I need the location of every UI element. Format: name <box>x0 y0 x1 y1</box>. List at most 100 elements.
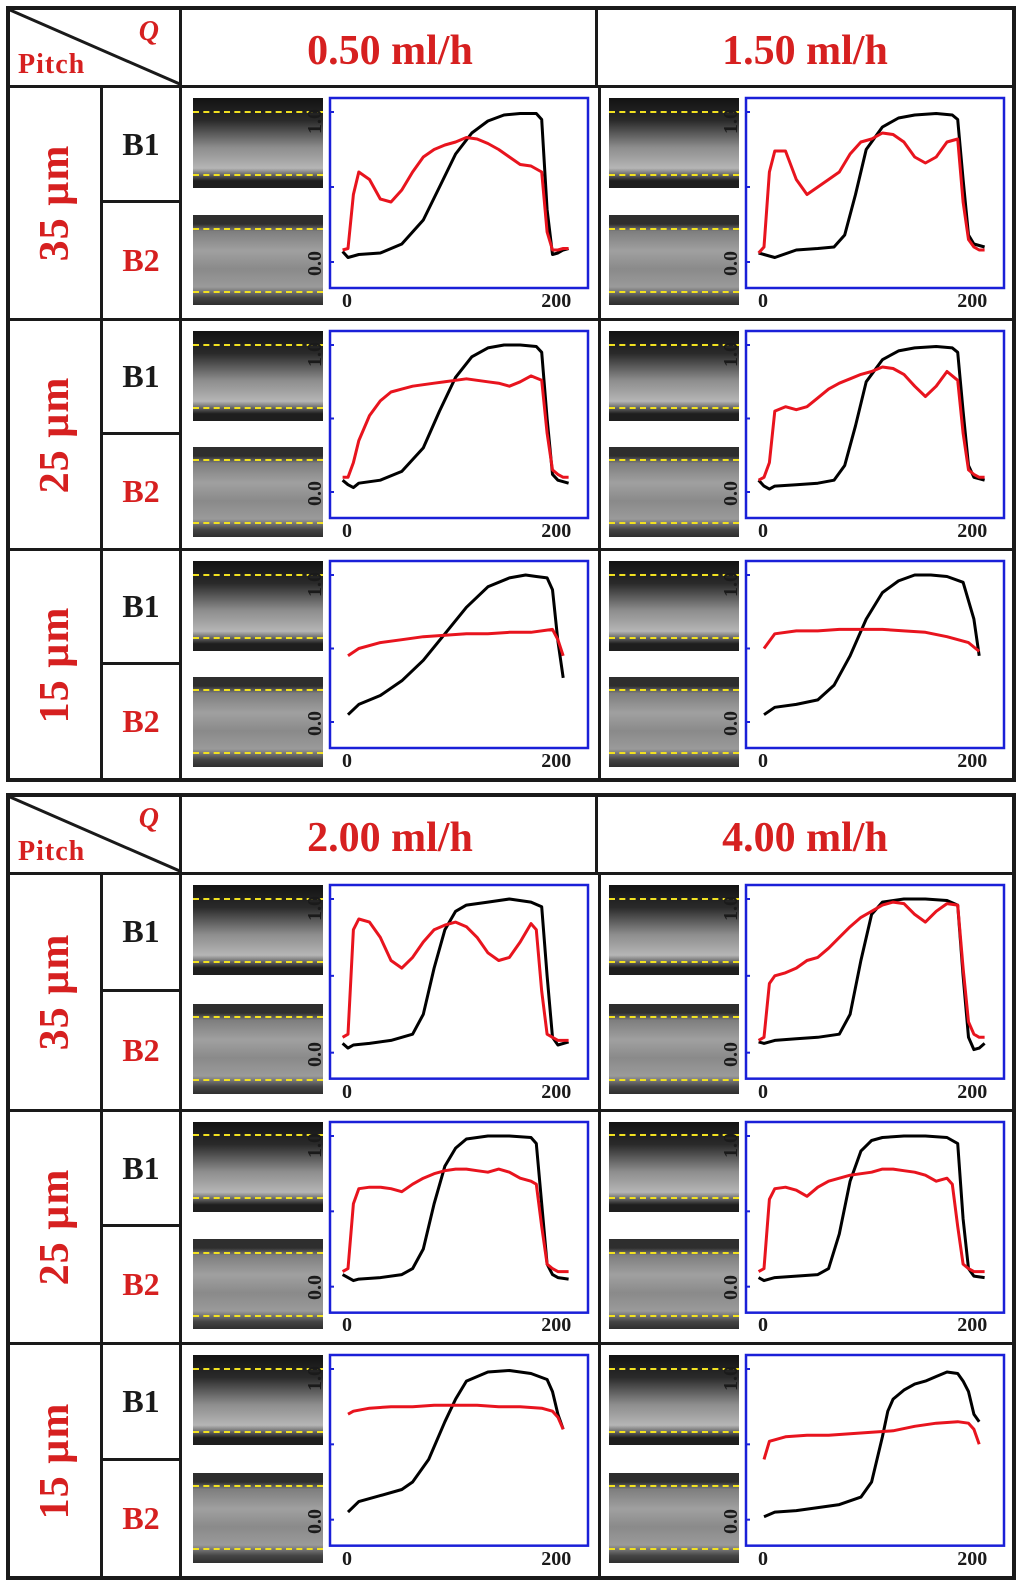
sample-b1-label: B1 <box>103 321 182 435</box>
micrograph-b1 <box>193 1121 323 1212</box>
column-divider <box>598 875 601 1109</box>
guide-line-top <box>609 343 739 346</box>
y-tick-label-min: 0.0 <box>720 1041 742 1067</box>
profile-line-black <box>341 897 570 1050</box>
profile-plot: 1.0 0.0 0 200 <box>716 883 1006 1109</box>
guide-line-top <box>609 110 739 113</box>
y-tick-label-min: 0.0 <box>720 251 742 276</box>
condition-table-1: Pitch Q 0.50 ml/h 1.50 ml/h 35 µm B1 B2 1.0 0.0 0… <box>6 6 1016 782</box>
y-tick-label-min: 0.0 <box>720 1275 742 1301</box>
flow-rate-heading: 4.00 ml/h <box>722 815 888 861</box>
corner-cell: Pitch Q <box>10 10 182 85</box>
x-tick-label-min: 0 <box>342 1080 352 1103</box>
plot-frame <box>744 1120 1006 1314</box>
profile-line-black <box>757 1134 985 1282</box>
pitch-cell: 35 µm <box>10 88 103 318</box>
sample-b1-label: B1 <box>103 88 182 203</box>
guide-line-top <box>193 1367 323 1370</box>
guide-line-top <box>609 227 739 230</box>
micrograph-b1 <box>193 885 323 975</box>
guide-line-top <box>193 1134 323 1137</box>
profile-plot: 1.0 0.0 0 200 <box>300 559 590 778</box>
x-tick-label-max: 200 <box>541 1314 572 1337</box>
x-tick-label-min: 0 <box>758 1314 768 1337</box>
pitch-value: 25 µm <box>32 376 78 493</box>
guide-line-top <box>193 1251 323 1254</box>
profile-line-black <box>341 1134 569 1282</box>
pitch-value: 15 µm <box>32 1402 78 1519</box>
micrograph-b2 <box>609 1003 739 1094</box>
profile-line-black <box>757 345 985 491</box>
sample-b2-label: B2 <box>103 434 182 548</box>
profile-plot: 1.0 0.0 0 200 <box>716 1120 1006 1343</box>
micrograph-b1 <box>193 98 323 188</box>
table-header: Pitch Q 2.00 ml/h 4.00 ml/h <box>10 797 1012 875</box>
guide-line-bottom <box>193 636 323 639</box>
pitch-cell: 15 µm <box>10 551 103 778</box>
y-tick-label-max: 1.0 <box>720 1132 742 1158</box>
plot-frame <box>744 96 1006 290</box>
column-divider <box>598 321 601 548</box>
profile-line-red <box>347 627 565 658</box>
pitch-value: 35 µm <box>32 144 78 262</box>
profile-line-red <box>757 1167 985 1273</box>
y-tick-label-max: 1.0 <box>304 109 326 134</box>
micrograph-b1 <box>609 885 739 975</box>
guide-line-bottom <box>609 752 739 755</box>
flow-rate-header-label: Q <box>138 803 159 834</box>
plot-frame <box>744 1354 1006 1548</box>
guide-line-bottom <box>609 1548 739 1551</box>
micrograph-b2 <box>609 676 739 767</box>
profile-line-black <box>346 1369 565 1514</box>
micrograph-b2 <box>609 1238 739 1329</box>
y-tick-label-min: 0.0 <box>720 711 742 736</box>
sample-b2-label: B2 <box>103 203 182 318</box>
y-tick-label-min: 0.0 <box>304 1275 326 1301</box>
pitch-row: 35 µm B1 B2 1.0 0.0 0 200 1.0 0.0 0 200 <box>10 88 1012 318</box>
profile-line-red <box>342 374 569 479</box>
micrograph-b2 <box>609 215 739 305</box>
y-tick-label-min: 0.0 <box>304 1041 326 1067</box>
guide-line-bottom <box>193 1430 323 1433</box>
plot-frame <box>328 1120 590 1314</box>
guide-line-bottom <box>609 522 739 525</box>
profile-plot: 1.0 0.0 0 200 <box>716 96 1006 318</box>
micrograph-b1 <box>609 98 739 188</box>
profile-plot: 1.0 0.0 0 200 <box>300 96 590 318</box>
guide-line-bottom <box>193 1314 323 1317</box>
x-tick-label-max: 200 <box>957 290 988 312</box>
plot-frame <box>744 559 1006 750</box>
profile-line-black <box>341 343 570 490</box>
pitch-row: 25 µm B1 B2 1.0 0.0 0 200 1.0 0.0 0 200 <box>10 1108 1012 1343</box>
profile-plot: 1.0 0.0 0 200 <box>716 329 1006 548</box>
profile-line-red <box>762 1420 981 1461</box>
guide-line-top <box>193 573 323 576</box>
guide-line-top <box>609 573 739 576</box>
guide-line-top <box>193 897 323 900</box>
profile-line-red <box>341 1167 569 1273</box>
sample-b2-label: B2 <box>103 1226 182 1343</box>
guide-line-top <box>609 689 739 692</box>
profile-line-red <box>342 136 569 252</box>
x-tick-label-max: 200 <box>957 1314 988 1337</box>
x-tick-label-min: 0 <box>342 750 352 772</box>
guide-line-top <box>193 689 323 692</box>
guide-line-top <box>609 1485 739 1488</box>
micrograph-b1 <box>609 1355 739 1446</box>
x-tick-label-min: 0 <box>758 1080 768 1103</box>
guide-line-bottom <box>609 1430 739 1433</box>
guide-line-top <box>609 1367 739 1370</box>
column-divider <box>598 551 601 778</box>
guide-line-bottom <box>609 173 739 176</box>
pitch-row: 15 µm B1 B2 1.0 0.0 0 200 1.0 0.0 0 200 <box>10 548 1012 778</box>
guide-line-bottom <box>193 173 323 176</box>
flow-rate-header-label: Q <box>138 16 159 47</box>
y-tick-label-min: 0.0 <box>304 711 326 736</box>
profile-line-black <box>758 112 986 259</box>
micrograph-b2 <box>193 676 323 767</box>
sample-b2-label: B2 <box>103 991 182 1109</box>
plot-frame <box>744 329 1006 520</box>
plot-svg <box>744 1354 1006 1548</box>
plot-svg <box>744 883 1006 1080</box>
y-tick-label-max: 1.0 <box>304 572 326 597</box>
